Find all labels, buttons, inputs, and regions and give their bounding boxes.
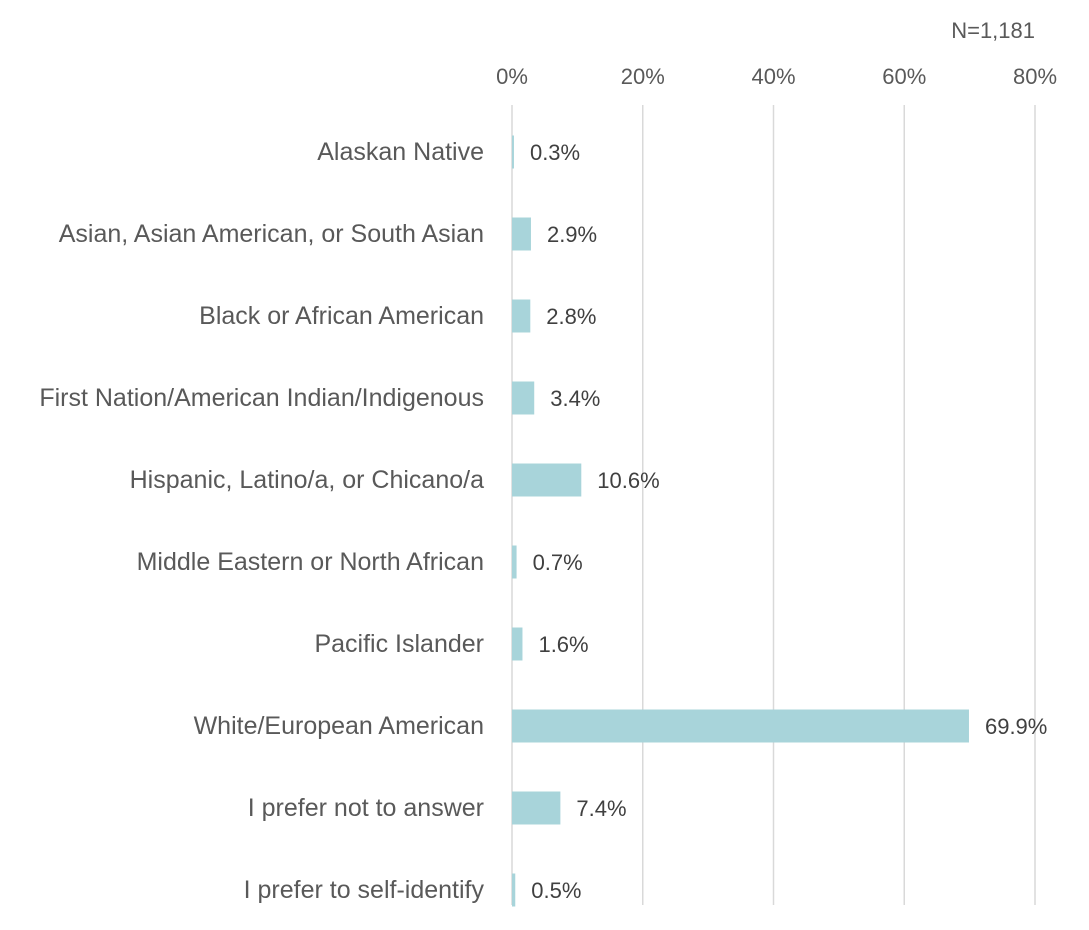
x-tick-label: 60% bbox=[882, 64, 926, 89]
value-label: 0.3% bbox=[530, 140, 580, 165]
bar bbox=[512, 463, 582, 497]
bar bbox=[512, 627, 523, 661]
category-label: Alaskan Native bbox=[317, 138, 484, 166]
bar bbox=[512, 791, 561, 825]
category-label-box: White/European American bbox=[4, 686, 484, 766]
category-label: Black or African American bbox=[199, 302, 484, 330]
category-label: Pacific Islander bbox=[314, 630, 484, 658]
value-label: 0.7% bbox=[533, 550, 583, 575]
bar bbox=[512, 545, 517, 579]
value-label: 69.9% bbox=[985, 714, 1047, 739]
bar bbox=[512, 299, 531, 333]
category-label: Middle Eastern or North African bbox=[136, 548, 484, 576]
value-label: 2.9% bbox=[547, 222, 597, 247]
bar bbox=[512, 709, 969, 743]
x-tick-label: 40% bbox=[751, 64, 795, 89]
category-label-box: Hispanic, Latino/a, or Chicano/a bbox=[4, 440, 484, 520]
category-label: White/European American bbox=[193, 712, 484, 740]
category-label-box: Middle Eastern or North African bbox=[4, 522, 484, 602]
bar bbox=[512, 217, 531, 251]
value-label: 3.4% bbox=[550, 386, 600, 411]
bar bbox=[512, 135, 514, 169]
value-label: 0.5% bbox=[531, 878, 581, 903]
category-label-box: Asian, Asian American, or South Asian bbox=[4, 194, 484, 274]
value-label: 2.8% bbox=[546, 304, 596, 329]
category-label: I prefer to self-identify bbox=[243, 876, 484, 904]
category-label: I prefer not to answer bbox=[247, 794, 484, 822]
bar bbox=[512, 381, 535, 415]
value-label: 7.4% bbox=[576, 796, 626, 821]
x-tick-label: 0% bbox=[496, 64, 528, 89]
bar bbox=[512, 873, 516, 907]
category-label-box: Black or African American bbox=[4, 276, 484, 356]
category-label-box: Pacific Islander bbox=[4, 604, 484, 684]
category-label: Hispanic, Latino/a, or Chicano/a bbox=[129, 466, 484, 494]
value-label: 1.6% bbox=[538, 632, 588, 657]
category-label: First Nation/American Indian/Indigenous bbox=[39, 384, 484, 412]
category-label-box: Alaskan Native bbox=[4, 112, 484, 192]
annotation: N=1,181 bbox=[951, 18, 1035, 43]
category-label: Asian, Asian American, or South Asian bbox=[58, 220, 484, 248]
category-label-box: First Nation/American Indian/Indigenous bbox=[4, 358, 484, 438]
category-label-box: I prefer to self-identify bbox=[4, 850, 484, 930]
x-tick-label: 20% bbox=[621, 64, 665, 89]
value-label: 10.6% bbox=[597, 468, 659, 493]
category-label-box: I prefer not to answer bbox=[4, 768, 484, 848]
x-tick-label: 80% bbox=[1013, 64, 1057, 89]
